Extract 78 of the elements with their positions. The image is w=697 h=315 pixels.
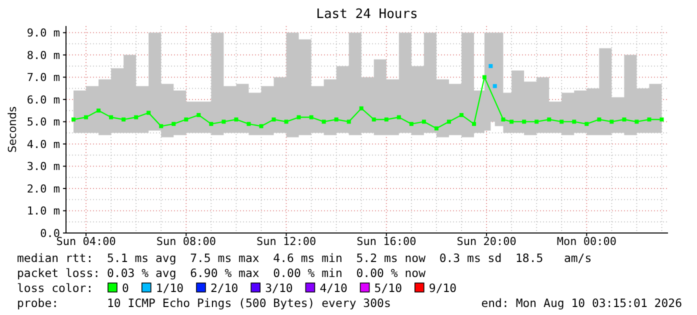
point [234,117,238,122]
legend-label: 9/10 [428,281,457,295]
y-tick-label: 5.0 m [26,116,60,129]
point [572,120,576,124]
point [522,120,526,124]
point [246,122,251,126]
point [396,115,401,120]
point [359,106,364,110]
point [84,115,88,120]
point [196,113,201,118]
point [409,122,414,126]
point [510,120,514,124]
point [584,122,589,126]
point [472,122,476,126]
point [547,117,552,122]
point [72,117,76,122]
point [96,108,101,113]
legend-label: 0 [122,281,129,295]
point [184,117,188,122]
point [660,117,664,122]
point [647,117,652,122]
point [560,120,564,124]
point [346,120,351,124]
point [422,120,426,124]
point [488,64,493,68]
point [109,115,114,120]
point [322,120,326,124]
chart-title: Last 24 Hours [316,7,418,22]
legend-label: 2/10 [210,281,238,295]
point [296,115,301,120]
x-tick-label: Sun 08:00 [156,235,216,248]
point [209,122,214,126]
y-tick-label: 9.0 m [26,26,60,40]
legend-label: 1/10 [156,281,184,295]
legend-label: 4/10 [320,281,348,295]
point [284,120,288,124]
x-tick-label: Sun 20:00 [456,235,516,248]
point [610,120,614,124]
y-tick-label: 1.0 m [26,204,60,218]
y-tick-label: 6.0 m [26,93,60,106]
point [482,75,486,80]
text: end: Mon Aug 10 03:15:01 2026 [481,296,682,310]
x-tick-label: Sun 16:00 [356,235,416,248]
point [501,117,506,122]
x-tick-label: Mon 00:00 [556,235,616,248]
point [172,122,176,126]
point [134,115,138,120]
text: median rtt: 5.1 ms avg 7.5 ms max 4.6 ms min 5.2 ms now 0.3 ms sd 18.5 am/s [17,251,592,265]
point [159,124,164,128]
point [146,110,151,115]
point [334,117,338,122]
point [622,117,626,122]
y-tick-label: 7.0 m [26,71,60,84]
point [634,120,639,124]
point [222,120,226,124]
text: packet loss: 0.03 % avg 6.90 % max 0.00 % min 0.00 % now [17,266,426,280]
point [446,120,451,124]
y-tick-label: 3.0 m [26,160,60,174]
y-tick-label: 2.0 m [26,182,60,196]
y-axis-title: Seconds [6,106,19,153]
y-tick-label: 8.0 m [26,48,60,62]
legend-title: loss color: [17,281,94,295]
point [272,117,276,122]
point [372,117,376,122]
legend-label: 3/10 [265,281,293,295]
point [597,117,602,122]
point [384,117,388,122]
point [122,117,126,122]
point [492,84,497,88]
point [459,113,464,118]
point [534,120,539,124]
point [309,115,314,120]
x-tick-label: Sun 12:00 [256,235,316,248]
y-tick-label: 4.0 m [26,138,60,151]
legend-label: 5/10 [374,281,402,295]
point [434,126,438,130]
text: probe: 10 ICMP Echo Pings (500 Bytes) every 300s [17,296,391,310]
point [259,124,264,128]
